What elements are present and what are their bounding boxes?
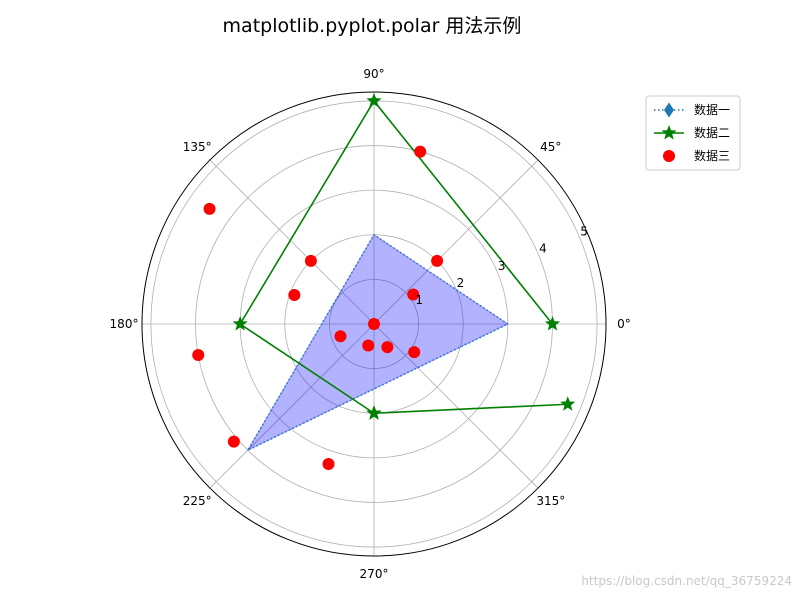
watermark-text: https://blog.csdn.net/qq_36759224 (581, 574, 792, 588)
series-layer (192, 92, 576, 471)
theta-tick-label: 0° (617, 317, 631, 331)
theta-grid-line-1 (373, 159, 539, 325)
series-2-point-3 (232, 316, 248, 331)
legend-item-3: 数据三 (663, 148, 730, 163)
theta-tick-label: 135° (183, 140, 212, 154)
polar-frame (141, 91, 607, 557)
series-2-point-6 (366, 405, 382, 420)
series-3-point-9 (334, 330, 347, 343)
legend-label-2: 数据二 (694, 125, 730, 140)
series-3-point-1 (368, 318, 380, 330)
r-tick-label: 1 (415, 293, 423, 307)
series-2-line (239, 99, 568, 415)
series-3-point-13 (381, 341, 394, 354)
series-3-point-5 (304, 254, 317, 267)
legend-marker-1 (664, 102, 674, 118)
series-2-point-2 (366, 92, 382, 108)
r-tick-label: 4 (539, 242, 547, 256)
theta-tick-label: 225° (183, 494, 212, 508)
legend-marker-3 (663, 150, 675, 162)
theta-grid-line-3 (209, 159, 375, 325)
series-3-point-6 (203, 202, 216, 215)
theta-tick-label: 315° (536, 494, 565, 508)
theta-grid-line-5 (209, 323, 375, 489)
series-1-line (245, 233, 509, 452)
theta-tick-label: 270° (360, 567, 389, 581)
series-3-point-4 (414, 145, 427, 158)
series-3-point-14 (408, 346, 421, 359)
legend-item-1: 数据一 (654, 102, 730, 118)
series-3-point-3 (431, 254, 444, 267)
r-tick-label: 3 (498, 259, 506, 273)
tick-labels: 0° 45° 90° 135° 180° 225° 270° 315° 1 2 3 4 5 (110, 67, 631, 581)
legend-item-2: 数据二 (654, 125, 730, 140)
series-3-point-8 (192, 348, 205, 361)
series-2-point-5 (560, 396, 576, 411)
series-1 (245, 227, 509, 452)
r-tick-label: 2 (457, 276, 465, 290)
series-2-point-1 (544, 316, 561, 331)
series-2 (232, 92, 576, 420)
legend-label-1: 数据一 (694, 102, 730, 117)
series-3-point-10 (227, 435, 240, 448)
theta-tick-label: 90° (363, 67, 384, 81)
chart-title: matplotlib.pyplot.polar 用法示例 (223, 15, 522, 37)
legend-marker-2 (661, 125, 677, 140)
series-3-point-12 (362, 339, 375, 352)
series-3-point-2 (407, 288, 420, 301)
r-tick-label: 5 (580, 225, 588, 239)
theta-grid-line-7 (373, 323, 539, 489)
theta-tick-label: 45° (540, 140, 561, 154)
series-3 (192, 145, 444, 471)
legend-label-3: 数据三 (694, 148, 730, 163)
theta-tick-label: 180° (110, 317, 139, 331)
series-3-point-11 (322, 458, 335, 471)
series-3-point-7 (288, 289, 301, 302)
